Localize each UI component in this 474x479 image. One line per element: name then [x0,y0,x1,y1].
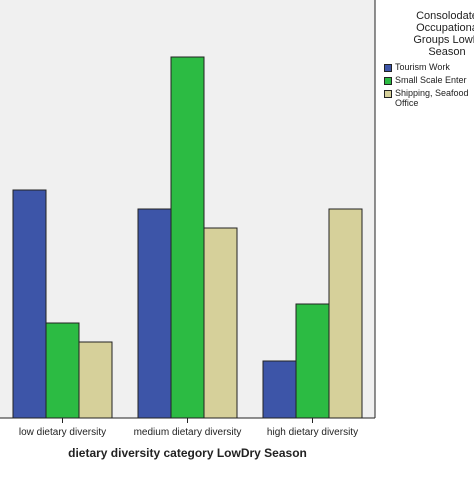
bar [328,208,363,419]
x-tick-label: high dietary diversity [267,427,358,438]
legend-swatch-shipping [384,90,392,98]
x-tick-label: low dietary diversity [19,427,106,438]
legend-item-shipping: Shipping, Seafood Office [378,88,474,110]
legend-title-line: Season [428,46,466,58]
bar [170,56,205,419]
bar [137,208,172,419]
x-axis-label: dietary diversity category LowDry Season [68,446,307,460]
legend-label-tourism: Tourism Work [395,62,450,72]
bar [262,360,297,419]
x-tick-label: medium dietary diversity [134,427,242,438]
legend-label-small-scale: Small Scale Enter [395,75,467,85]
legend: Consolodate Occupationa Groups LowD Seas… [378,10,474,150]
legend-swatch-tourism [384,64,392,72]
bar [203,227,238,419]
legend-label-shipping: Shipping, Seafood Office [395,88,469,108]
legend-item-tourism: Tourism Work [378,62,474,75]
legend-item-small-scale: Small Scale Enter [378,75,474,88]
legend-title: Consolodate Occupationa Groups LowD Seas… [378,10,474,58]
legend-title-line: Occupationa [416,22,474,34]
legend-title-line: Consolodate [416,10,474,22]
bar [45,322,80,419]
bar [12,189,47,419]
legend-swatch-small-scale [384,77,392,85]
bar [78,341,113,419]
legend-title-line: Groups LowD [413,34,474,46]
legend-items: Tourism Work Small Scale Enter Shipping,… [378,62,474,110]
bar [295,303,330,419]
